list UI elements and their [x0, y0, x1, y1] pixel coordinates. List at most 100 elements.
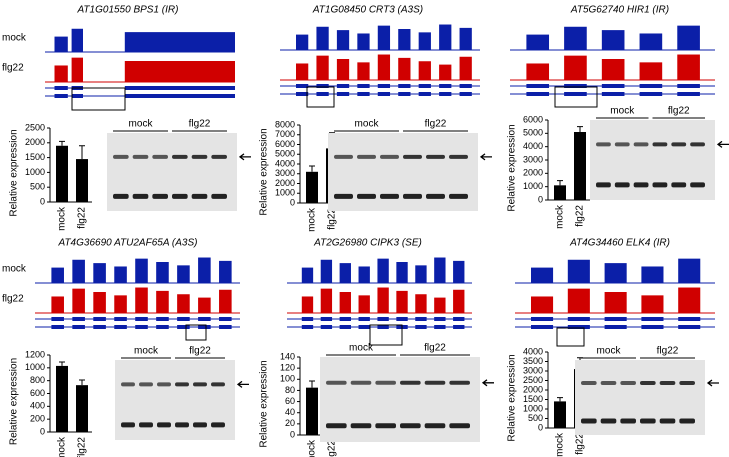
band-lower: [596, 182, 611, 188]
exon: [301, 317, 314, 321]
track-label: mock: [2, 33, 27, 44]
exon: [604, 325, 627, 329]
band-lower: [690, 182, 705, 188]
coverage: [51, 296, 64, 313]
exon: [418, 84, 431, 88]
coverage: [439, 64, 452, 80]
exon: [678, 325, 701, 329]
arrow: [706, 379, 719, 387]
coverage: [601, 30, 625, 50]
y-tick-label: 1500: [25, 152, 45, 162]
x-tick-label: flg22: [327, 208, 338, 230]
y-tick-label: 7000: [275, 129, 295, 139]
y-tick-label: 1000: [523, 181, 543, 191]
coverage: [357, 62, 370, 80]
coverage: [301, 267, 314, 283]
exon: [567, 325, 590, 329]
band-upper: [652, 142, 668, 147]
highlight-box: [556, 327, 585, 347]
gel-label: flg22: [189, 346, 211, 357]
band-upper: [375, 380, 396, 385]
track-label: mock: [2, 264, 27, 275]
exon: [459, 92, 472, 96]
track-label: flg22: [2, 63, 24, 74]
y-tick-label: 2500: [523, 375, 543, 385]
coverage: [177, 294, 190, 313]
exon: [415, 317, 427, 321]
exon: [198, 317, 211, 321]
coverage: [415, 294, 427, 313]
exon: [219, 325, 232, 329]
y-tick-label: 800: [30, 375, 45, 385]
gene-title: AT2G26980 CIPK3 (SE): [313, 238, 422, 249]
exon: [601, 92, 625, 96]
band-lower: [380, 193, 399, 199]
coverage: [396, 290, 408, 313]
track-label: flg22: [2, 294, 24, 305]
coverage: [72, 259, 85, 283]
coverage: [453, 260, 465, 283]
band-lower: [191, 193, 208, 199]
exon: [639, 92, 663, 96]
y-tick-label: 500: [528, 413, 543, 423]
y-tick-label: 1500: [523, 394, 543, 404]
arrow: [236, 380, 249, 388]
error-bar: [557, 397, 563, 402]
band-upper: [175, 382, 189, 387]
coverage: [526, 63, 550, 80]
exon: [301, 325, 314, 329]
y-tick-label: 3500: [523, 356, 543, 366]
exon: [54, 86, 68, 90]
y-axis-label: Relative expression: [259, 128, 270, 215]
coverage: [377, 54, 391, 80]
x-tick-label: mock: [307, 207, 318, 232]
exon: [677, 92, 700, 96]
band-upper: [152, 154, 168, 159]
exon: [114, 325, 127, 329]
highlight-box: [306, 86, 335, 108]
exon: [396, 317, 408, 321]
y-tick-label: 100: [280, 374, 295, 384]
y-tick-label: 1000: [275, 188, 295, 198]
coverage: [398, 29, 411, 50]
x-tick-label: mock: [555, 432, 566, 457]
exon: [398, 92, 411, 96]
band-upper: [640, 381, 656, 385]
y-tick-label: 400: [30, 401, 45, 411]
coverage: [377, 258, 389, 283]
band-upper: [211, 154, 227, 159]
exon: [93, 325, 106, 329]
band-lower: [113, 193, 129, 199]
band-upper: [620, 381, 636, 385]
band-lower: [600, 418, 617, 424]
band-upper: [191, 154, 208, 159]
exon: [339, 317, 351, 321]
exon: [377, 325, 389, 329]
exon: [320, 317, 333, 321]
band-lower: [334, 193, 353, 199]
coverage: [71, 28, 83, 52]
exon: [639, 84, 663, 88]
band-lower: [375, 423, 396, 429]
coverage: [198, 257, 211, 283]
coverage: [156, 262, 169, 283]
y-tick-label: 3000: [275, 168, 295, 178]
band-upper: [633, 142, 649, 147]
exon: [72, 325, 85, 329]
band-upper: [334, 154, 353, 159]
exon: [358, 325, 370, 329]
gene-title: AT5G62740 HIR1 (IR): [570, 5, 669, 16]
exon: [601, 84, 625, 88]
exon: [604, 317, 627, 321]
coverage: [296, 63, 309, 80]
gene-title: AT4G34460 ELK4 (IR): [569, 238, 670, 249]
coverage: [439, 24, 452, 50]
exon: [677, 84, 700, 88]
coverage: [377, 287, 389, 313]
x-tick-label: mock: [57, 206, 68, 231]
exon: [678, 317, 701, 321]
exon: [531, 317, 554, 321]
gel: [115, 360, 235, 440]
exon: [357, 84, 370, 88]
band-upper: [380, 154, 399, 159]
